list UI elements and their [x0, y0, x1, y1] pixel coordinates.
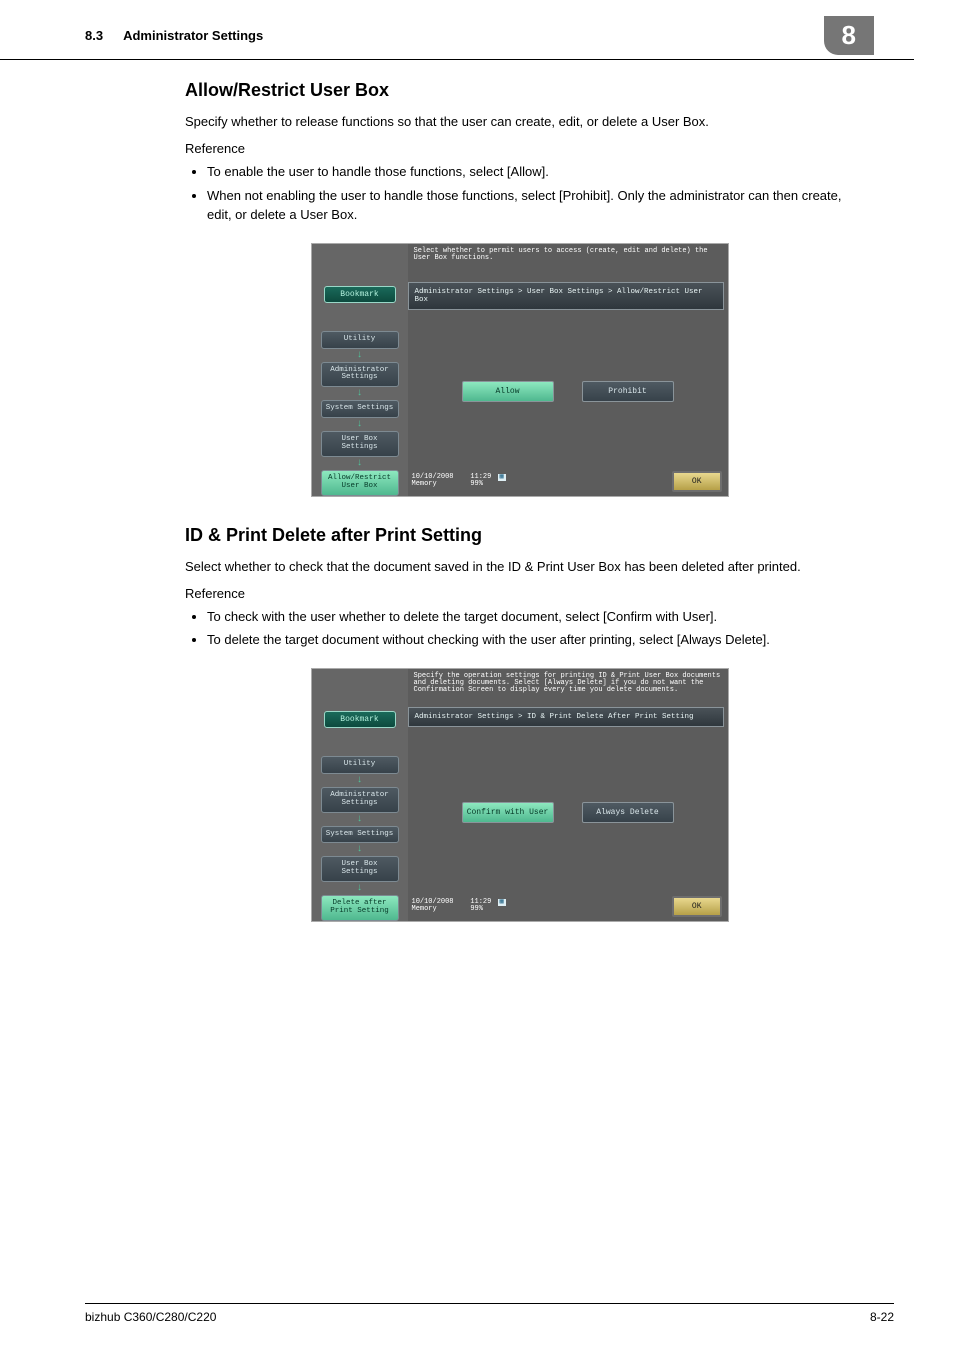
breadcrumb: Administrator Settings > ID & Print Dele… [408, 707, 724, 727]
nav-utility[interactable]: Utility [321, 331, 399, 349]
header-left: 8.3 Administrator Settings [85, 28, 263, 43]
section-number: 8.3 [85, 28, 103, 43]
panel-sidebar: Bookmark Utility ↓ Administrator Setting… [312, 244, 408, 496]
page-number: 8-22 [870, 1310, 894, 1324]
nav-user-box-settings[interactable]: User Box Settings [321, 431, 399, 457]
nav-system-settings[interactable]: System Settings [321, 826, 399, 844]
panel-footer: 10/10/2008 11:29 ▦ Memory 99% OK [408, 469, 728, 496]
arrow-down-icon: ↓ [356, 814, 362, 825]
arrow-down-icon: ↓ [356, 350, 362, 361]
page-footer: bizhub C360/C280/C220 8-22 [85, 1303, 894, 1324]
bullet-item: To delete the target document without ch… [207, 630, 854, 650]
panel-sidebar: Bookmark Utility ↓ Administrator Setting… [312, 669, 408, 921]
arrow-down-icon: ↓ [356, 775, 362, 786]
memory-icon: ▦ [498, 899, 506, 907]
bullet-item: To check with the user whether to delete… [207, 607, 854, 627]
nav-admin-settings[interactable]: Administrator Settings [321, 362, 399, 388]
bullet-list-1: To enable the user to handle those funct… [185, 162, 854, 225]
bullet-item: To enable the user to handle those funct… [207, 162, 854, 182]
option-allow[interactable]: Allow [462, 381, 554, 402]
memory-value: 99% [470, 480, 483, 488]
nav-user-box-settings[interactable]: User Box Settings [321, 856, 399, 882]
panel-allow-restrict: Bookmark Utility ↓ Administrator Setting… [311, 243, 729, 497]
option-confirm-with-user[interactable]: Confirm with User [462, 802, 554, 823]
options-area: Confirm with User Always Delete [408, 731, 728, 894]
product-name: bizhub C360/C280/C220 [85, 1310, 216, 1324]
intro-2: Select whether to check that the documen… [185, 558, 854, 576]
bullet-item: When not enabling the user to handle tho… [207, 186, 854, 225]
panel-hint: Select whether to permit users to access… [408, 244, 728, 282]
memory-value: 99% [470, 905, 483, 913]
ok-button[interactable]: OK [672, 471, 722, 492]
chapter-badge: 8 [824, 16, 874, 55]
arrow-down-icon: ↓ [356, 458, 362, 469]
memory-label: Memory [412, 480, 437, 488]
panel-main: Select whether to permit users to access… [408, 244, 728, 496]
ok-button[interactable]: OK [672, 896, 722, 917]
arrow-down-icon: ↓ [356, 419, 362, 430]
nav-admin-settings[interactable]: Administrator Settings [321, 787, 399, 813]
intro-1: Specify whether to release functions so … [185, 113, 854, 131]
nav-system-settings[interactable]: System Settings [321, 400, 399, 418]
reference-label-1: Reference [185, 141, 854, 156]
option-always-delete[interactable]: Always Delete [582, 802, 674, 823]
section-title: Administrator Settings [123, 28, 263, 43]
nav-utility[interactable]: Utility [321, 756, 399, 774]
option-prohibit[interactable]: Prohibit [582, 381, 674, 402]
panel-id-print: Bookmark Utility ↓ Administrator Setting… [311, 668, 729, 922]
breadcrumb: Administrator Settings > User Box Settin… [408, 282, 724, 310]
bullet-list-2: To check with the user whether to delete… [185, 607, 854, 650]
panel-status: 10/10/2008 11:29 ▦ Memory 99% [412, 899, 508, 914]
arrow-down-icon: ↓ [356, 844, 362, 855]
arrow-down-icon: ↓ [356, 388, 362, 399]
panel-main: Specify the operation settings for print… [408, 669, 728, 921]
panel-hint: Specify the operation settings for print… [408, 669, 728, 707]
reference-label-2: Reference [185, 586, 854, 601]
bookmark-button[interactable]: Bookmark [324, 286, 396, 303]
memory-label: Memory [412, 905, 437, 913]
panel-footer: 10/10/2008 11:29 ▦ Memory 99% OK [408, 894, 728, 921]
panel-status: 10/10/2008 11:29 ▦ Memory 99% [412, 474, 508, 489]
heading-allow-restrict: Allow/Restrict User Box [185, 80, 854, 101]
arrow-down-icon: ↓ [356, 883, 362, 894]
nav-allow-restrict[interactable]: Allow/Restrict User Box [321, 470, 399, 496]
bookmark-button[interactable]: Bookmark [324, 711, 396, 728]
nav-delete-after-print[interactable]: Delete after Print Setting [321, 895, 399, 921]
options-area: Allow Prohibit [408, 314, 728, 469]
heading-id-print: ID & Print Delete after Print Setting [185, 525, 854, 546]
page-header: 8.3 Administrator Settings 8 [0, 0, 914, 60]
memory-icon: ▦ [498, 474, 506, 482]
